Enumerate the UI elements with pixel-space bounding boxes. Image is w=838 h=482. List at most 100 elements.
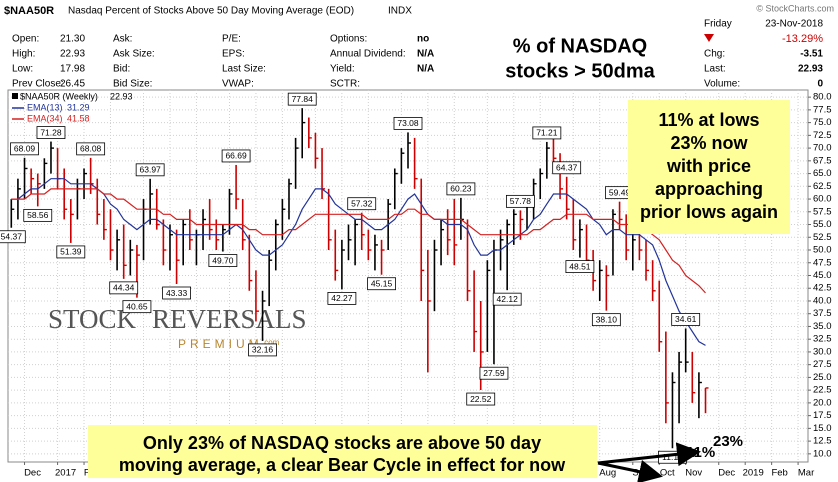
- field-label: Prev Close:: [12, 79, 64, 90]
- y-tick-label: 52.5: [813, 232, 832, 243]
- stat-label: Volume:: [704, 79, 740, 90]
- swing-label: 34.61: [675, 314, 697, 324]
- logo-sub: PREMIUM: [178, 337, 263, 351]
- swing-label-box: [393, 116, 423, 130]
- y-tick-label: 40.0: [813, 295, 832, 306]
- description: Nasdaq Percent of Stocks Above 50 Day Mo…: [68, 6, 354, 17]
- field-value: no: [417, 34, 429, 45]
- field-label: SCTR:: [330, 79, 360, 90]
- field-value: 21.30: [60, 34, 85, 45]
- swing-label-box: [466, 392, 496, 406]
- swing-label-box: [505, 194, 535, 208]
- y-tick-label: 27.5: [813, 359, 832, 370]
- swing-label: 77.84: [292, 94, 314, 104]
- y-tick-label: 47.5: [813, 257, 832, 268]
- x-tick-label: Mar: [798, 468, 814, 479]
- stat-label: Chg:: [704, 49, 725, 60]
- swing-label: 51.39: [60, 247, 82, 257]
- swing-label-box: [10, 142, 39, 156]
- y-tick-label: 45.0: [813, 270, 832, 281]
- swing-label-box: [347, 197, 377, 211]
- swing-label: 59.49: [609, 187, 631, 197]
- swing-label-box: [23, 208, 53, 222]
- swing-label: 63.97: [140, 165, 162, 175]
- swing-label: 60.23: [450, 184, 472, 194]
- swing-label-box: [591, 313, 621, 327]
- label-low: 11%: [686, 444, 715, 461]
- y-tick-label: 17.5: [813, 410, 832, 421]
- swing-label-box: [248, 343, 277, 357]
- field-value: N/A: [417, 49, 434, 60]
- note-bottom-box: [88, 425, 597, 478]
- swing-label: 48.51: [569, 261, 591, 271]
- field-value: N/A: [417, 64, 434, 75]
- field-label: Last Size:: [222, 64, 266, 75]
- x-tick-label: 2017: [55, 468, 76, 479]
- note-right-line: approaching: [655, 179, 763, 199]
- logo-right: REVERSALS: [152, 304, 307, 334]
- swing-label: 68.09: [14, 144, 36, 154]
- swing-label: 66.69: [225, 151, 247, 161]
- swing-label-box: [492, 292, 522, 306]
- x-tick-label: Oct: [660, 468, 675, 479]
- stat-value: -3.51: [800, 49, 823, 60]
- symbol: $NAA50R: [4, 5, 54, 17]
- copyright: © StockCharts.com: [756, 3, 834, 13]
- swing-label-box: [135, 163, 165, 177]
- swing-label: 49.70: [212, 255, 234, 265]
- swing-label-box: [552, 161, 582, 175]
- y-tick-label: 62.5: [813, 181, 832, 192]
- y-tick-label: 37.5: [813, 308, 832, 319]
- ema-line: [11, 178, 706, 346]
- x-tick-label: Feb: [771, 468, 787, 479]
- stat-label: Last:: [704, 64, 726, 75]
- swing-label: 44.34: [113, 283, 135, 293]
- y-tick-label: 22.5: [813, 385, 832, 396]
- title-box-line: % of NASDAQ: [513, 35, 647, 57]
- swing-label: 71.28: [40, 127, 62, 137]
- label-now: 23%: [713, 433, 743, 450]
- note-right-box: [628, 100, 790, 234]
- legend-value: 41.58: [67, 113, 90, 123]
- swing-label-box: [162, 286, 191, 300]
- legend-name: $NAA50R (Weekly): [20, 91, 98, 101]
- note-bottom-line: moving average, a clear Bear Cycle in ef…: [119, 455, 566, 475]
- swing-label: 42.12: [497, 294, 519, 304]
- swing-label-box: [287, 92, 317, 106]
- legend-value: 22.93: [110, 91, 133, 101]
- swing-label: 68.08: [80, 144, 102, 154]
- swing-label: 54.37: [1, 231, 23, 241]
- exchange: INDX: [388, 6, 412, 17]
- note-right-line: with price: [666, 156, 751, 176]
- swing-label: 27.59: [483, 368, 505, 378]
- y-tick-label: 70.0: [813, 143, 832, 154]
- field-label: Options:: [330, 34, 367, 45]
- swing-label: 11.10: [662, 452, 683, 462]
- y-tick-label: 50.0: [813, 245, 832, 256]
- down-triangle: [704, 34, 714, 42]
- y-tick-label: 30.0: [813, 346, 832, 357]
- x-tick-label: Aug: [599, 468, 616, 479]
- note-right-line: 11% at lows: [658, 110, 759, 130]
- field-label: P/E:: [222, 34, 241, 45]
- swing-label-box: [367, 277, 396, 291]
- x-tick-label: Dec: [24, 468, 41, 479]
- note-right-line: 23% now: [670, 133, 748, 153]
- swing-label: 38.10: [596, 314, 618, 324]
- swing-label-box: [565, 260, 595, 274]
- swing-label-box: [221, 149, 251, 163]
- swing-label-box: [76, 142, 106, 156]
- ema-line: [11, 188, 706, 294]
- swing-label-box: [56, 245, 86, 259]
- swing-label: 57.78: [510, 196, 532, 206]
- swing-label-box: [479, 366, 509, 380]
- date: 23-Nov-2018: [765, 19, 823, 30]
- swing-label: 71.21: [536, 128, 558, 138]
- field-label: High:: [12, 49, 35, 60]
- swing-label-box: [532, 126, 562, 140]
- swing-label-box: [671, 313, 701, 326]
- arrow: [597, 442, 701, 467]
- stat-value: 0: [817, 79, 823, 90]
- y-tick-label: 42.5: [813, 283, 832, 294]
